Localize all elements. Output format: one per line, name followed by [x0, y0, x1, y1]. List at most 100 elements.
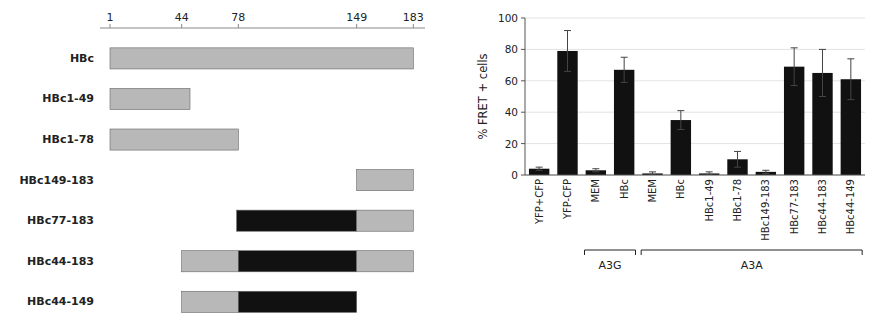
row-label: HBc44-149	[27, 295, 94, 308]
x-tick-label: YFP-CFP	[562, 179, 573, 220]
segment	[238, 251, 356, 272]
error-bar	[791, 48, 798, 86]
segment	[182, 291, 239, 312]
x-tick-label: 149	[346, 11, 367, 24]
row-label: HBc149-183	[19, 174, 94, 187]
group-label: A3A	[741, 259, 764, 272]
segment	[110, 129, 238, 150]
error-bar-cap	[592, 168, 599, 169]
error-bar-cap	[564, 71, 571, 72]
x-tick-label: HBc	[619, 179, 630, 199]
row-label: HBc1-78	[42, 133, 94, 146]
y-tick-label: 0	[511, 169, 518, 181]
error-bar-cap	[536, 170, 543, 171]
error-bar-cap	[847, 99, 854, 100]
error-bar-stem	[850, 59, 851, 100]
error-bar-stem	[624, 57, 625, 82]
error-bar-cap	[762, 173, 769, 174]
row-label: HBc77-183	[27, 214, 94, 227]
y-tick-label: 40	[505, 106, 518, 118]
group-bracket-line	[585, 250, 636, 255]
error-bar	[564, 31, 571, 72]
x-axis-line	[525, 175, 865, 176]
error-bar	[847, 59, 854, 100]
error-bar-cap	[621, 57, 628, 58]
y-tick-label: 100	[498, 12, 518, 24]
y-tick-label: 80	[505, 43, 518, 55]
error-bar	[762, 170, 769, 173]
grid-line	[525, 49, 865, 50]
bar	[614, 70, 634, 175]
segment	[237, 210, 357, 231]
error-bar-cap	[847, 58, 854, 59]
y-axis-label: % FRET + cells	[476, 53, 490, 139]
x-tick-label: HBc44-183	[817, 179, 828, 234]
error-bar	[592, 169, 599, 172]
error-bar-cap	[564, 30, 571, 31]
x-tick-label: 183	[403, 11, 424, 24]
group-bracket-line	[641, 250, 862, 255]
error-bar-stem	[680, 111, 681, 130]
x-tick-label: 44	[175, 11, 189, 24]
segment	[182, 251, 239, 272]
y-tick-label: 60	[505, 75, 518, 87]
error-bar-stem	[822, 49, 823, 96]
bars	[529, 31, 861, 175]
x-tick-label: MEM	[590, 179, 601, 203]
x-axis-line	[100, 28, 425, 29]
error-bar-cap	[592, 171, 599, 172]
x-tick-label: HBc77-183	[789, 179, 800, 234]
y-tick	[521, 143, 525, 144]
y-tick-label: 20	[505, 138, 518, 150]
x-tick-label: HBc1-78	[732, 179, 743, 222]
group-bracket	[641, 250, 862, 255]
segment	[238, 291, 356, 312]
figure: 14478149183HBcHBc1-49HBc1-78HBc149-183HB…	[0, 0, 877, 322]
x-tick	[356, 24, 357, 28]
y-tick	[521, 175, 525, 176]
x-tick	[181, 24, 182, 28]
y-tick	[521, 112, 525, 113]
x-tick-label: HBc	[675, 179, 686, 199]
error-bar-cap	[791, 47, 798, 48]
error-bar-cap	[621, 82, 628, 83]
y-tick	[521, 80, 525, 81]
segments	[110, 48, 413, 313]
segment	[110, 48, 413, 69]
error-bar-cap	[706, 171, 713, 172]
error-bar-cap	[677, 110, 684, 111]
x-tick-label: HBc44-149	[845, 179, 856, 234]
error-bar	[734, 151, 741, 167]
error-bar-cap	[791, 85, 798, 86]
x-tick-label: MEM	[647, 179, 658, 203]
x-tick	[110, 24, 111, 28]
grid-line	[525, 18, 865, 19]
error-bar	[819, 49, 826, 96]
error-bar-cap	[649, 171, 656, 172]
bar-chart: 0 20 40 60 80 100 % FRET + cells YFP+CFP YFP-CFP…	[476, 12, 865, 272]
x-tick-label: HBc149-183	[760, 179, 771, 241]
error-bar-cap	[536, 167, 543, 168]
y-axis-line	[525, 18, 526, 175]
error-bar-cap	[677, 129, 684, 130]
diagram: 14478149183HBcHBc1-49HBc1-78HBc149-183HB…	[19, 11, 425, 312]
segment	[357, 251, 414, 272]
error-bar	[536, 167, 543, 170]
x-tick	[413, 24, 414, 28]
segment	[110, 88, 190, 109]
segment	[357, 210, 414, 231]
x-tick-label: 78	[231, 11, 245, 24]
x-tick-label: YFP+CFP	[534, 179, 545, 225]
group-bracket	[585, 250, 636, 255]
error-bar-cap	[734, 167, 741, 168]
error-bar-stem	[794, 48, 795, 86]
error-bar-stem	[737, 151, 738, 167]
row-label: HBc1-49	[42, 92, 94, 105]
x-tick-label: HBc1-49	[704, 179, 715, 222]
error-bar-cap	[762, 170, 769, 171]
error-bar-cap	[734, 151, 741, 152]
error-bar-cap	[819, 96, 826, 97]
y-tick	[521, 18, 525, 19]
error-bar-cap	[819, 49, 826, 50]
grid-line	[525, 175, 865, 176]
